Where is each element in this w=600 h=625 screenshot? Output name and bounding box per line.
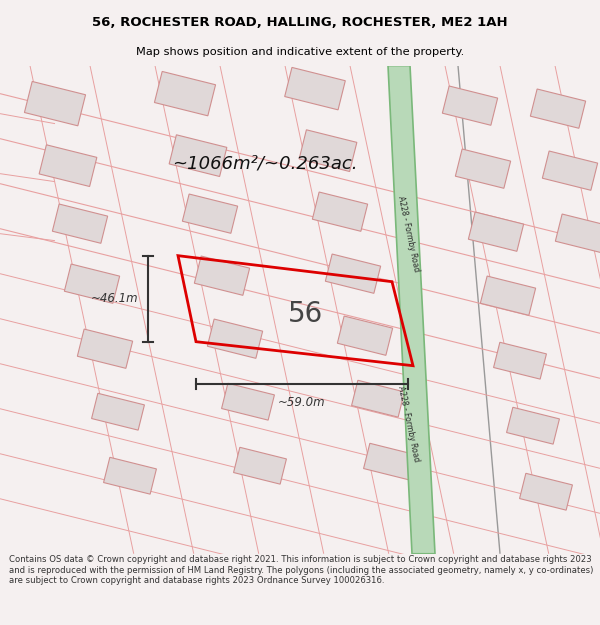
Polygon shape xyxy=(169,135,227,176)
Polygon shape xyxy=(530,89,586,128)
Polygon shape xyxy=(506,408,559,444)
Polygon shape xyxy=(556,214,600,253)
Polygon shape xyxy=(52,204,107,243)
Polygon shape xyxy=(313,192,368,231)
Text: ~59.0m: ~59.0m xyxy=(278,396,326,409)
Text: Contains OS data © Crown copyright and database right 2021. This information is : Contains OS data © Crown copyright and d… xyxy=(9,555,593,585)
Polygon shape xyxy=(284,68,346,110)
Polygon shape xyxy=(92,393,145,430)
Text: A228 - Formby Road: A228 - Formby Road xyxy=(395,195,421,272)
Polygon shape xyxy=(77,329,133,368)
Polygon shape xyxy=(299,130,357,171)
Polygon shape xyxy=(208,319,263,358)
Polygon shape xyxy=(469,212,524,251)
Text: ~46.1m: ~46.1m xyxy=(91,292,138,305)
Polygon shape xyxy=(104,458,157,494)
Text: 56, ROCHESTER ROAD, HALLING, ROCHESTER, ME2 1AH: 56, ROCHESTER ROAD, HALLING, ROCHESTER, … xyxy=(92,16,508,29)
Polygon shape xyxy=(182,194,238,233)
Polygon shape xyxy=(352,380,404,417)
Polygon shape xyxy=(325,254,380,293)
Polygon shape xyxy=(455,149,511,188)
Polygon shape xyxy=(481,276,536,316)
Polygon shape xyxy=(25,81,86,126)
Polygon shape xyxy=(64,264,119,303)
Polygon shape xyxy=(337,316,392,356)
Polygon shape xyxy=(221,383,274,420)
Text: 56: 56 xyxy=(287,300,323,328)
Polygon shape xyxy=(520,473,572,510)
Polygon shape xyxy=(194,256,250,296)
Polygon shape xyxy=(388,66,435,554)
Polygon shape xyxy=(442,86,497,125)
Text: A228 - Formby Road: A228 - Formby Road xyxy=(395,385,421,462)
Polygon shape xyxy=(39,145,97,186)
Polygon shape xyxy=(494,342,547,379)
Polygon shape xyxy=(364,443,416,480)
Text: ~1066m²/~0.263ac.: ~1066m²/~0.263ac. xyxy=(172,154,358,173)
Polygon shape xyxy=(154,71,215,116)
Polygon shape xyxy=(542,151,598,190)
Polygon shape xyxy=(233,448,286,484)
Text: Map shows position and indicative extent of the property.: Map shows position and indicative extent… xyxy=(136,48,464,58)
